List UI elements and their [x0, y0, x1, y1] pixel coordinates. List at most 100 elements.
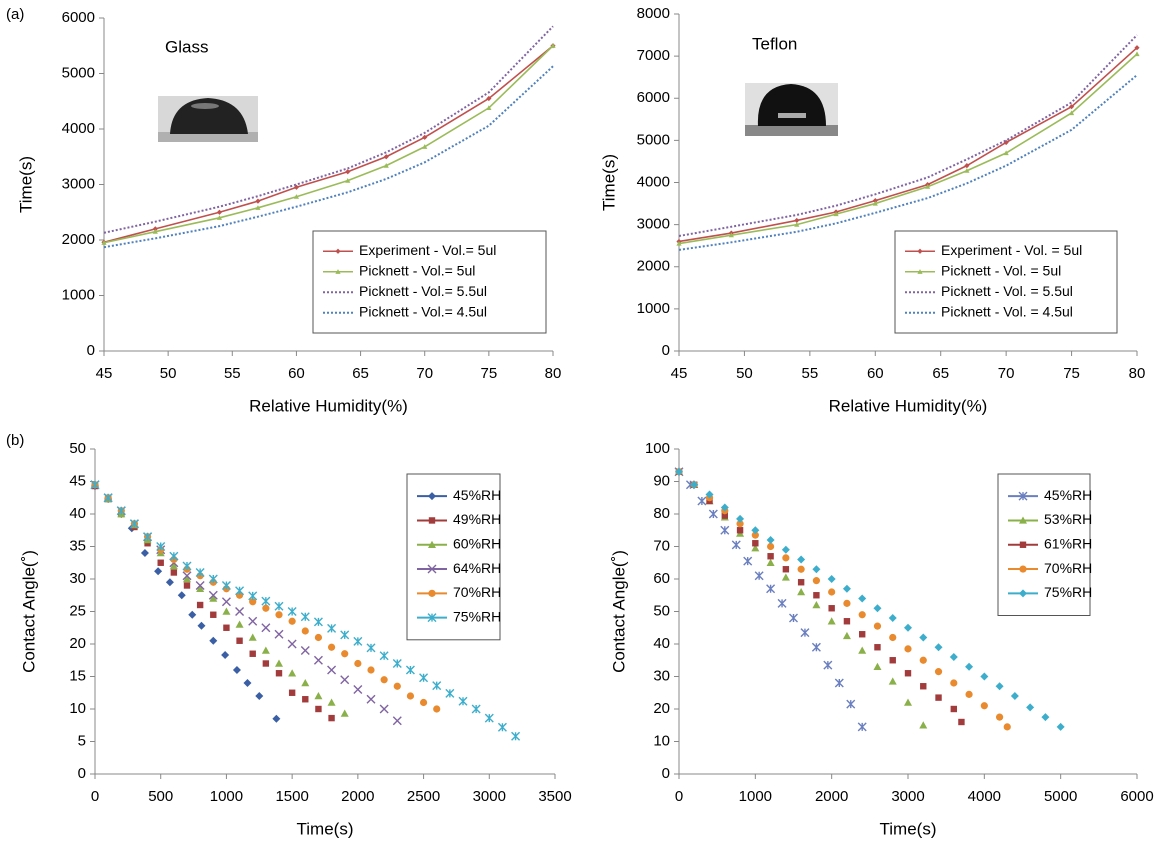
marker: [288, 669, 297, 677]
marker: [340, 675, 350, 685]
legend-box: [894, 230, 1118, 334]
marker: [216, 215, 223, 220]
marker: [195, 581, 205, 590]
marker: [1068, 110, 1075, 116]
droplet-photo: [158, 96, 258, 142]
marker: [873, 622, 882, 630]
legend-label: 53%RH: [1044, 511, 1092, 527]
legend-label: 45%RH: [453, 487, 501, 503]
marker: [300, 646, 310, 655]
marker: [341, 650, 349, 658]
marker: [433, 705, 441, 713]
marker: [797, 555, 806, 564]
marker: [103, 493, 113, 503]
marker: [222, 607, 231, 615]
legend-label: Picknett - Vol.= 4.5ul: [359, 303, 487, 319]
marker: [392, 716, 402, 726]
marker: [354, 659, 362, 668]
y-tick-label: 3000: [62, 175, 95, 192]
x-axis-label: Time(s): [297, 819, 354, 838]
legend: 45%RH 53%RH 61%RH 70%RH 75%RH: [997, 473, 1092, 616]
x-tick-label: 3000: [473, 788, 506, 805]
marker: [980, 672, 989, 681]
marker: [315, 705, 322, 713]
marker: [550, 43, 556, 48]
marker: [340, 709, 349, 717]
marker: [170, 569, 178, 576]
marker: [811, 642, 821, 652]
marker: [823, 660, 833, 670]
x-tick-label: 55: [224, 365, 241, 382]
marker: [314, 633, 323, 642]
marker: [209, 636, 218, 645]
droplet-photo: [745, 83, 838, 136]
legend-box: [406, 473, 501, 641]
y-tick-label: 6000: [637, 89, 670, 106]
legend-marker: [428, 517, 436, 524]
x-tick-label: 55: [802, 365, 819, 382]
marker: [445, 688, 455, 698]
marker: [888, 614, 897, 622]
marker: [183, 582, 191, 589]
legend-marker: [427, 613, 437, 623]
marker: [858, 646, 867, 654]
legend-label: Picknett - Vol. = 5.5ul: [941, 283, 1073, 299]
x-tick-label: 50: [736, 365, 753, 382]
marker: [208, 590, 218, 600]
marker: [925, 184, 931, 189]
x-tick-label: 3000: [891, 788, 924, 805]
series-line: [103, 45, 554, 244]
y-tick-label: 2000: [637, 258, 670, 275]
legend-label: Picknett - Vol.= 5.5ul: [359, 283, 487, 299]
x-tick-label: 65: [352, 365, 369, 382]
x-tick-label: 45: [96, 365, 113, 382]
marker: [422, 144, 428, 149]
legend-label: 60%RH: [453, 535, 501, 551]
annotation: Glass: [165, 37, 208, 56]
y-tick-label: 1000: [62, 286, 95, 303]
marker: [752, 540, 759, 547]
marker: [90, 480, 100, 490]
legend-box: [312, 230, 547, 334]
x-tick-label: 1000: [739, 788, 772, 805]
x-axis-label: Relative Humidity(%): [249, 396, 408, 415]
marker: [221, 581, 231, 590]
x-tick-label: 65: [932, 365, 949, 382]
marker: [843, 618, 851, 625]
marker: [235, 620, 244, 628]
marker: [858, 594, 867, 603]
marker: [797, 565, 805, 573]
marker: [965, 690, 973, 698]
y-tick-label: 4000: [637, 173, 670, 190]
y-tick-label: 6000: [62, 9, 95, 26]
legend-marker: [428, 492, 436, 501]
marker: [379, 704, 389, 714]
marker: [934, 668, 943, 676]
marker: [313, 617, 323, 627]
y-tick-label: 8000: [637, 5, 670, 22]
marker: [216, 209, 223, 215]
marker: [157, 559, 164, 566]
marker: [236, 637, 243, 644]
legend-label: Picknett - Vol.= 5ul: [359, 262, 475, 278]
marker: [767, 542, 775, 551]
marker: [834, 678, 844, 688]
annotation: Teflon: [752, 34, 797, 53]
marker: [920, 683, 927, 690]
marker: [314, 692, 323, 700]
legend: 45%RH 49%RH 60%RH 64%RH 70%RH 75%RH: [406, 473, 501, 641]
marker: [302, 696, 309, 703]
marker: [950, 679, 958, 687]
y-tick-label: 45: [69, 472, 86, 489]
x-tick-label: 45: [671, 365, 688, 382]
legend-label: Picknett - Vol. = 4.5ul: [941, 303, 1073, 319]
legend-label: Experiment - Vol.= 5ul: [359, 242, 496, 258]
marker: [287, 607, 297, 616]
marker: [486, 95, 492, 102]
marker: [812, 577, 821, 585]
marker: [1056, 722, 1065, 731]
marker: [777, 598, 787, 608]
marker: [383, 163, 389, 168]
marker: [255, 692, 264, 700]
